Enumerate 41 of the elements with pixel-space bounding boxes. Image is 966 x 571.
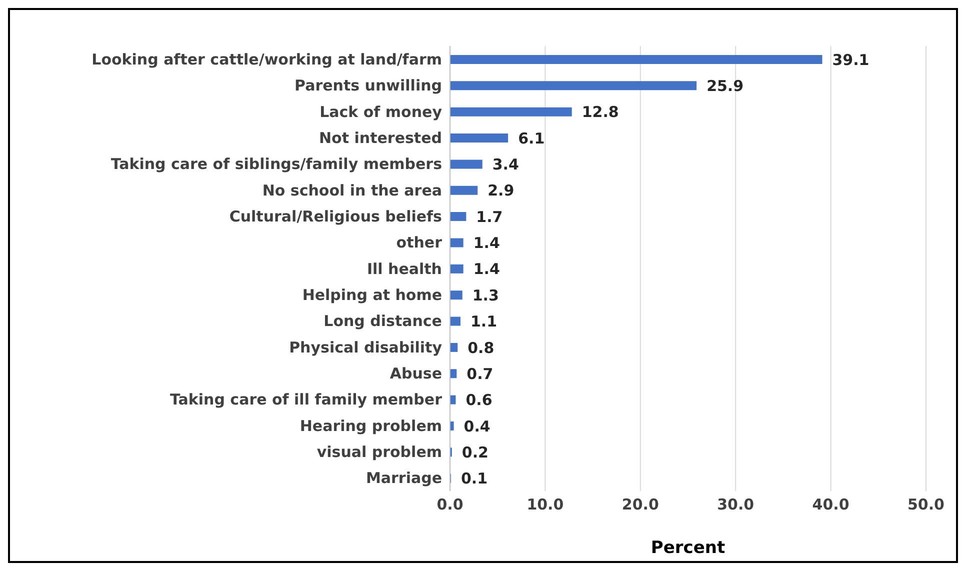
y-tick-label: Lack of money <box>320 102 442 121</box>
x-tick-label: 20.0 <box>622 496 659 514</box>
data-label: 0.2 <box>462 443 488 462</box>
y-tick-label: Long distance <box>324 312 442 330</box>
x-tick-label: 30.0 <box>717 496 754 514</box>
data-label: 0.4 <box>464 417 490 436</box>
data-label: 12.8 <box>582 103 619 122</box>
x-tick-label: 10.0 <box>526 496 564 514</box>
data-label: 1.4 <box>473 234 500 252</box>
y-tick-label: Abuse <box>390 364 442 383</box>
data-label: 1.3 <box>472 286 499 304</box>
y-tick-label: Looking after cattle/working at land/farm <box>92 50 442 68</box>
y-tick-label: visual problem <box>316 443 442 462</box>
y-tick-label: Cultural/Religious beliefs <box>229 207 442 226</box>
y-tick-label: Taking care of siblings/family members <box>110 155 442 174</box>
data-label: 0.1 <box>460 470 488 488</box>
data-label: 6.1 <box>518 129 545 148</box>
data-label: 2.9 <box>488 182 514 200</box>
data-label: 0.6 <box>466 391 492 410</box>
x-axis-title: Percent <box>650 538 726 558</box>
y-tick-label: Helping at home <box>302 286 442 304</box>
y-tick-label: Marriage <box>366 469 442 488</box>
y-tick-label: Not interested <box>319 128 442 147</box>
y-tick-label: Physical disability <box>289 338 442 356</box>
data-label: 25.9 <box>706 77 744 95</box>
y-tick-label: other <box>396 234 443 252</box>
data-label: 3.4 <box>492 156 519 174</box>
y-tick-label: Taking care of ill family member <box>170 390 443 409</box>
x-tick-label: 50.0 <box>907 496 945 514</box>
data-label: 39.1 <box>832 50 870 69</box>
y-tick-label: Ill health <box>366 260 442 278</box>
y-tick-label: Hearing problem <box>300 416 442 435</box>
x-tick-label: 40.0 <box>812 496 850 514</box>
data-label: 1.1 <box>470 312 498 331</box>
y-tick-label: No school in the area <box>262 181 442 200</box>
data-label: 0.8 <box>468 338 494 357</box>
data-label: 1.7 <box>476 208 503 226</box>
x-tick-label: 0.0 <box>436 496 464 514</box>
data-label: 1.4 <box>473 260 500 278</box>
data-label: 0.7 <box>466 364 494 383</box>
y-tick-label: Parents unwilling <box>294 76 442 95</box>
